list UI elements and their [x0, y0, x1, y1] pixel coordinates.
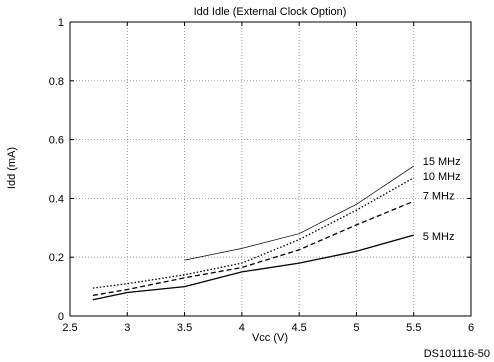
series-line-10-mhz	[92, 177, 415, 289]
y-tick-label: 0.2	[49, 252, 64, 264]
x-axis-label: Vcc (V)	[252, 332, 288, 344]
series-line-7-mhz	[92, 200, 414, 297]
series-labels: 15 MHz 10 MHz 7 MHz 5 MHz	[423, 156, 461, 243]
y-tick-label: 0.8	[49, 76, 64, 88]
y-tick-label: 1	[58, 17, 64, 29]
x-tick-label: 4.5	[291, 322, 306, 334]
chart-title: Idd Idle (External Clock Option)	[194, 6, 347, 18]
figure-footnote: DS101116-50	[424, 348, 490, 360]
plot-frame	[69, 21, 472, 317]
series-label: 10 MHz	[423, 171, 461, 183]
y-tick-labels: 0 0.2 0.4 0.6 0.8 1	[49, 17, 64, 323]
x-tick-label: 6	[468, 322, 474, 334]
x-tick-label: 3	[124, 322, 130, 334]
y-tick-label: 0	[58, 311, 64, 323]
series-label: 5 MHz	[423, 231, 455, 243]
x-tick-label: 3.5	[177, 322, 192, 334]
x-tick-label: 5.5	[406, 322, 421, 334]
x-tick-label: 5	[353, 322, 359, 334]
series-label: 15 MHz	[423, 156, 461, 168]
y-tick-label: 0.4	[49, 193, 64, 205]
series-label: 7 MHz	[423, 190, 455, 202]
tick-marks	[69, 21, 472, 317]
series-line-15-mhz	[184, 165, 414, 261]
x-tick-label: 2.5	[62, 322, 77, 334]
grid-lines	[70, 22, 471, 316]
series-lines	[92, 165, 415, 301]
x-tick-label: 4	[239, 322, 245, 334]
y-tick-label: 0.6	[49, 135, 64, 147]
y-axis-label: Idd (mA)	[6, 147, 18, 189]
x-tick-labels: 2.5 3 3.5 4 4.5 5 5.5 6	[62, 322, 474, 334]
series-line-5-mhz	[92, 234, 414, 301]
